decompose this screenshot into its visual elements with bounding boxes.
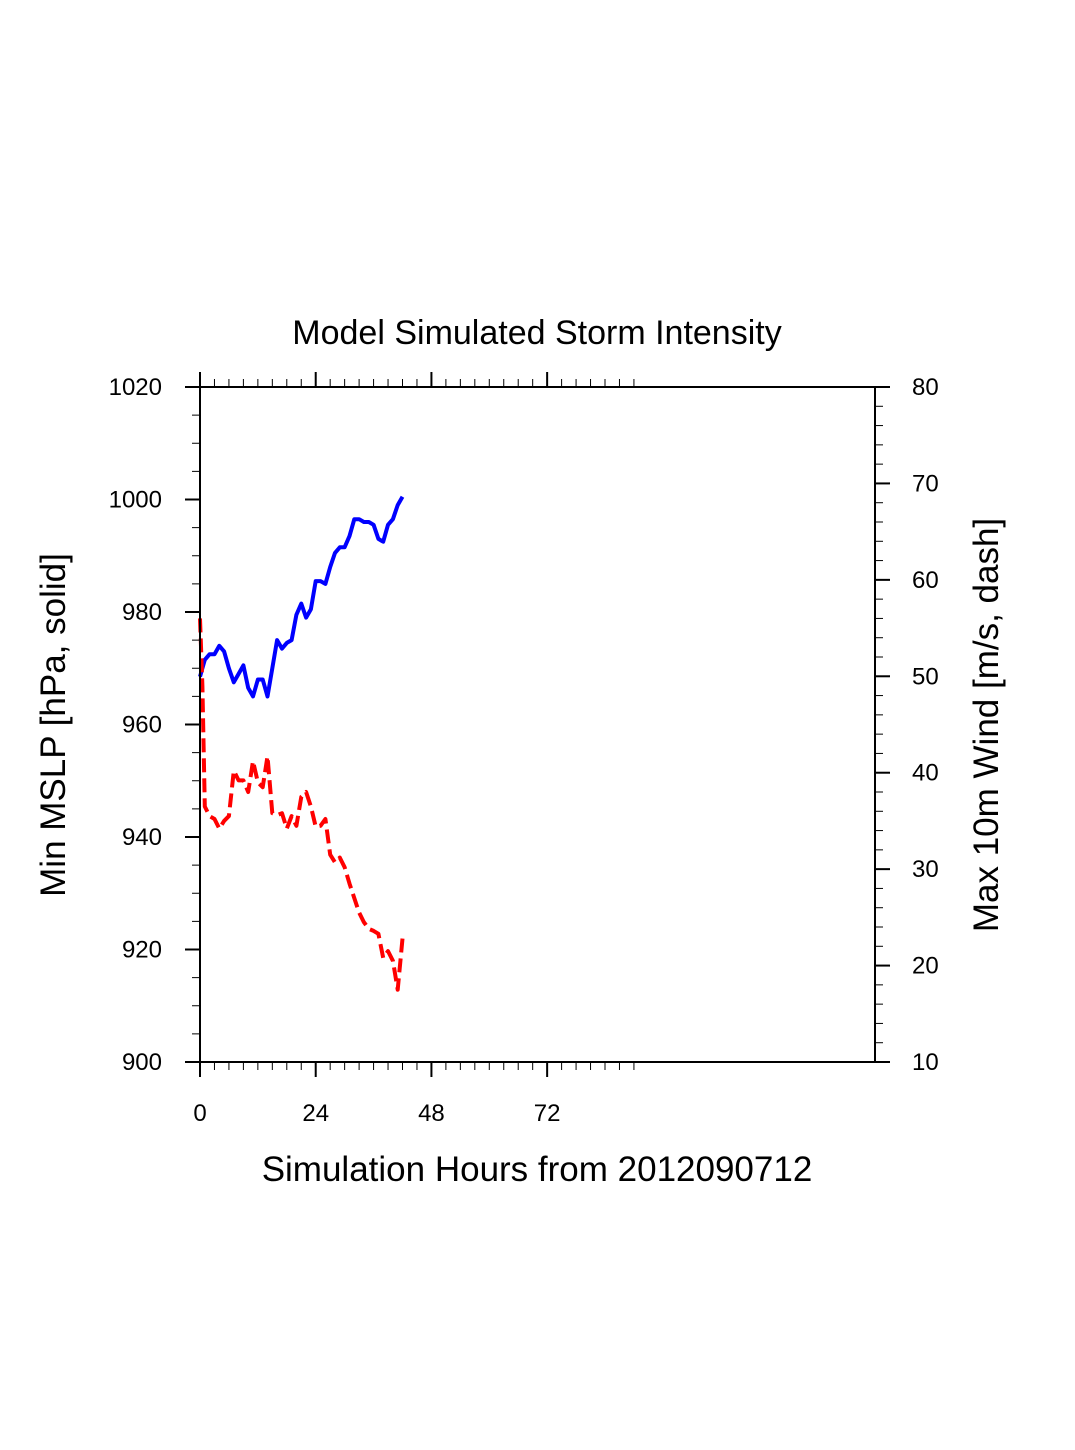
y-axis-title-left: Min MSLP [hPa, solid]	[34, 553, 73, 897]
min-mslp-series-line	[198, 495, 405, 699]
y-left-tick-label: 1000	[109, 487, 162, 514]
y-right-tick-label: 10	[912, 1049, 939, 1076]
chart-title: Model Simulated Storm Intensity	[292, 314, 781, 352]
y-left-tick-label: 920	[122, 937, 162, 964]
x-axis-title: Simulation Hours from 2012090712	[262, 1150, 813, 1189]
y-left-tick-label: 1020	[109, 374, 162, 401]
y-right-tick-label: 40	[912, 760, 939, 787]
y-right-tick-label: 50	[912, 663, 939, 690]
series-layer	[198, 495, 405, 992]
y-left-tick-label: 940	[122, 824, 162, 851]
x-tick-label: 24	[302, 1100, 329, 1127]
ticks-layer	[185, 372, 890, 1077]
x-tick-label: 48	[418, 1100, 445, 1127]
plot-frame	[199, 386, 876, 1063]
x-tick-label: 0	[193, 1100, 206, 1127]
tick-labels-layer: 9009209409609801000102010203040506070800…	[109, 374, 939, 1127]
y-right-tick-label: 80	[912, 374, 939, 401]
x-tick-label: 72	[534, 1100, 561, 1127]
y-left-tick-label: 980	[122, 599, 162, 626]
y-right-tick-label: 30	[912, 856, 939, 883]
y-left-tick-label: 960	[122, 712, 162, 739]
y-left-tick-label: 900	[122, 1049, 162, 1076]
y-axis-title-right: Max 10m Wind [m/s, dash]	[967, 518, 1006, 932]
y-right-tick-label: 60	[912, 567, 939, 594]
y-right-tick-label: 70	[912, 470, 939, 497]
y-right-tick-label: 20	[912, 953, 939, 980]
